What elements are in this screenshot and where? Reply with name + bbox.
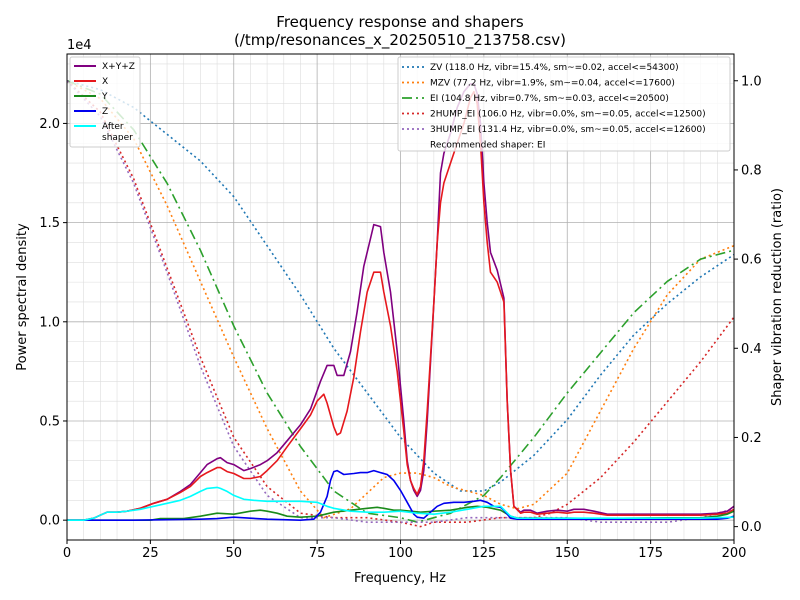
x-tick-label: 100 bbox=[388, 546, 413, 561]
x-tick-label: 25 bbox=[142, 546, 159, 561]
x-tick-label: 50 bbox=[225, 546, 242, 561]
y-right-tick-label: 1.0 bbox=[741, 74, 762, 89]
y-left-tick-label: 0.0 bbox=[39, 514, 60, 529]
y-right-tick-label: 0.8 bbox=[741, 163, 762, 178]
legend-psd-label: X bbox=[102, 77, 108, 87]
y-left-tick-label: 2.0 bbox=[39, 117, 60, 132]
legend-psd-label: After bbox=[102, 122, 124, 132]
x-axis-ticks: 0 25 50 75 100 125 150 175 200 bbox=[63, 540, 747, 561]
legend-shaper-label: 2HUMP_EI (106.0 Hz, vibr=0.0%, sm~=0.05,… bbox=[430, 110, 706, 120]
shaper-line-0 bbox=[66, 80, 735, 492]
y-left-tick-label: 0.5 bbox=[39, 414, 60, 429]
y-right-tick-label: 0.6 bbox=[741, 253, 762, 268]
x-tick-label: 0 bbox=[63, 546, 71, 561]
legend-psd-label: Z bbox=[102, 107, 108, 117]
x-tick-label: 200 bbox=[722, 546, 747, 561]
recommended-shaper-text: Recommended shaper: EI bbox=[430, 141, 545, 151]
psd-line-3 bbox=[67, 469, 735, 521]
legend-psd-label: Y bbox=[101, 92, 108, 102]
y-right-tick-label: 0.4 bbox=[741, 342, 762, 357]
y-left-tick-label: 1.0 bbox=[39, 315, 60, 330]
legend-psd-label: X+Y+Z bbox=[102, 62, 135, 72]
shaper-line-4 bbox=[66, 80, 735, 523]
y-axis-left-ticks: 0.0 0.5 1.0 1.5 2.0 bbox=[39, 117, 67, 529]
legend-psd-label: shaper bbox=[102, 133, 133, 143]
legend-shaper-label: ZV (118.0 Hz, vibr=15.4%, sm~=0.02, acce… bbox=[430, 63, 679, 73]
y-right-tick-label: 0.0 bbox=[741, 520, 762, 535]
shaper-line-3 bbox=[66, 80, 735, 528]
x-tick-label: 125 bbox=[471, 546, 496, 561]
legend-shaper-label: MZV (77.2 Hz, vibr=1.9%, sm~=0.04, accel… bbox=[430, 79, 675, 89]
psd-line-4 bbox=[67, 486, 735, 521]
x-axis-label: Frequency, Hz bbox=[354, 571, 446, 586]
y-axis-right-ticks: 0.0 0.2 0.4 0.6 0.8 1.0 bbox=[734, 74, 762, 535]
shaper-line-1 bbox=[66, 80, 735, 519]
legend-shaper-label: EI (104.8 Hz, vibr=0.7%, sm~=0.03, accel… bbox=[430, 94, 669, 104]
shaper-curves bbox=[66, 80, 735, 528]
y-axis-right-label: Shaper vibration reduction (ratio) bbox=[770, 188, 785, 406]
y-left-tick-label: 1.5 bbox=[39, 216, 60, 231]
chart-title-line-1: Frequency response and shapers bbox=[276, 13, 524, 31]
x-tick-label: 75 bbox=[309, 546, 326, 561]
legend-shapers: ZV (118.0 Hz, vibr=15.4%, sm~=0.02, acce… bbox=[397, 56, 731, 152]
y-axis-left-label: Power spectral density bbox=[15, 223, 30, 371]
shaper-line-2 bbox=[66, 80, 735, 524]
legend-psd-box bbox=[69, 56, 141, 148]
psd-curves bbox=[67, 83, 735, 521]
y-right-tick-label: 0.2 bbox=[741, 431, 762, 446]
psd-line-1 bbox=[67, 90, 735, 521]
psd-line-0 bbox=[67, 83, 735, 521]
left-offset-label: 1e4 bbox=[67, 38, 92, 53]
legend-shapers-box bbox=[397, 56, 731, 152]
chart-title-line-2: (/tmp/resonances_x_20250510_213758.csv) bbox=[234, 31, 566, 50]
x-tick-label: 150 bbox=[555, 546, 580, 561]
legend-shaper-label: 3HUMP_EI (131.4 Hz, vibr=0.0%, sm~=0.05,… bbox=[430, 125, 706, 135]
x-tick-label: 175 bbox=[638, 546, 663, 561]
